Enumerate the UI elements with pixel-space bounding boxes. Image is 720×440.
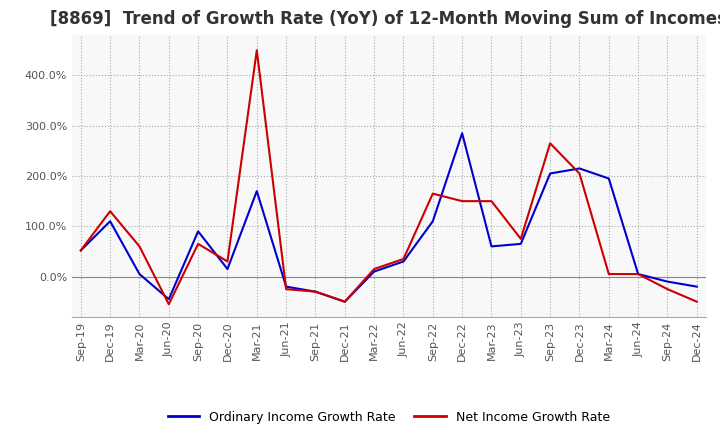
Ordinary Income Growth Rate [282, 284, 290, 289]
Net Income Growth Rate [399, 257, 408, 262]
Ordinary Income Growth Rate [693, 284, 701, 289]
Ordinary Income Growth Rate [341, 299, 349, 304]
Net Income Growth Rate [693, 299, 701, 304]
Net Income Growth Rate [575, 171, 584, 176]
Ordinary Income Growth Rate [428, 219, 437, 224]
Ordinary Income Growth Rate [487, 244, 496, 249]
Net Income Growth Rate [634, 271, 642, 277]
Net Income Growth Rate [311, 289, 320, 294]
Net Income Growth Rate [546, 141, 554, 146]
Net Income Growth Rate [282, 286, 290, 292]
Ordinary Income Growth Rate [634, 271, 642, 277]
Net Income Growth Rate [253, 48, 261, 53]
Net Income Growth Rate [516, 236, 525, 242]
Net Income Growth Rate [76, 248, 85, 253]
Ordinary Income Growth Rate [164, 297, 173, 302]
Net Income Growth Rate [341, 299, 349, 304]
Net Income Growth Rate [370, 266, 379, 271]
Ordinary Income Growth Rate [399, 259, 408, 264]
Ordinary Income Growth Rate [575, 166, 584, 171]
Line: Net Income Growth Rate: Net Income Growth Rate [81, 50, 697, 304]
Ordinary Income Growth Rate [605, 176, 613, 181]
Ordinary Income Growth Rate [135, 271, 144, 277]
Net Income Growth Rate [663, 286, 672, 292]
Net Income Growth Rate [487, 198, 496, 204]
Ordinary Income Growth Rate [106, 219, 114, 224]
Ordinary Income Growth Rate [253, 188, 261, 194]
Ordinary Income Growth Rate [311, 289, 320, 294]
Ordinary Income Growth Rate [546, 171, 554, 176]
Net Income Growth Rate [458, 198, 467, 204]
Net Income Growth Rate [135, 244, 144, 249]
Net Income Growth Rate [106, 209, 114, 214]
Line: Ordinary Income Growth Rate: Ordinary Income Growth Rate [81, 133, 697, 302]
Ordinary Income Growth Rate [516, 241, 525, 246]
Title: [8869]  Trend of Growth Rate (YoY) of 12-Month Moving Sum of Incomes: [8869] Trend of Growth Rate (YoY) of 12-… [50, 10, 720, 28]
Net Income Growth Rate [223, 259, 232, 264]
Net Income Growth Rate [428, 191, 437, 196]
Ordinary Income Growth Rate [458, 131, 467, 136]
Ordinary Income Growth Rate [370, 269, 379, 274]
Legend: Ordinary Income Growth Rate, Net Income Growth Rate: Ordinary Income Growth Rate, Net Income … [163, 406, 615, 429]
Net Income Growth Rate [164, 301, 173, 307]
Ordinary Income Growth Rate [663, 279, 672, 284]
Net Income Growth Rate [194, 241, 202, 246]
Ordinary Income Growth Rate [76, 248, 85, 253]
Ordinary Income Growth Rate [223, 266, 232, 271]
Net Income Growth Rate [605, 271, 613, 277]
Ordinary Income Growth Rate [194, 229, 202, 234]
